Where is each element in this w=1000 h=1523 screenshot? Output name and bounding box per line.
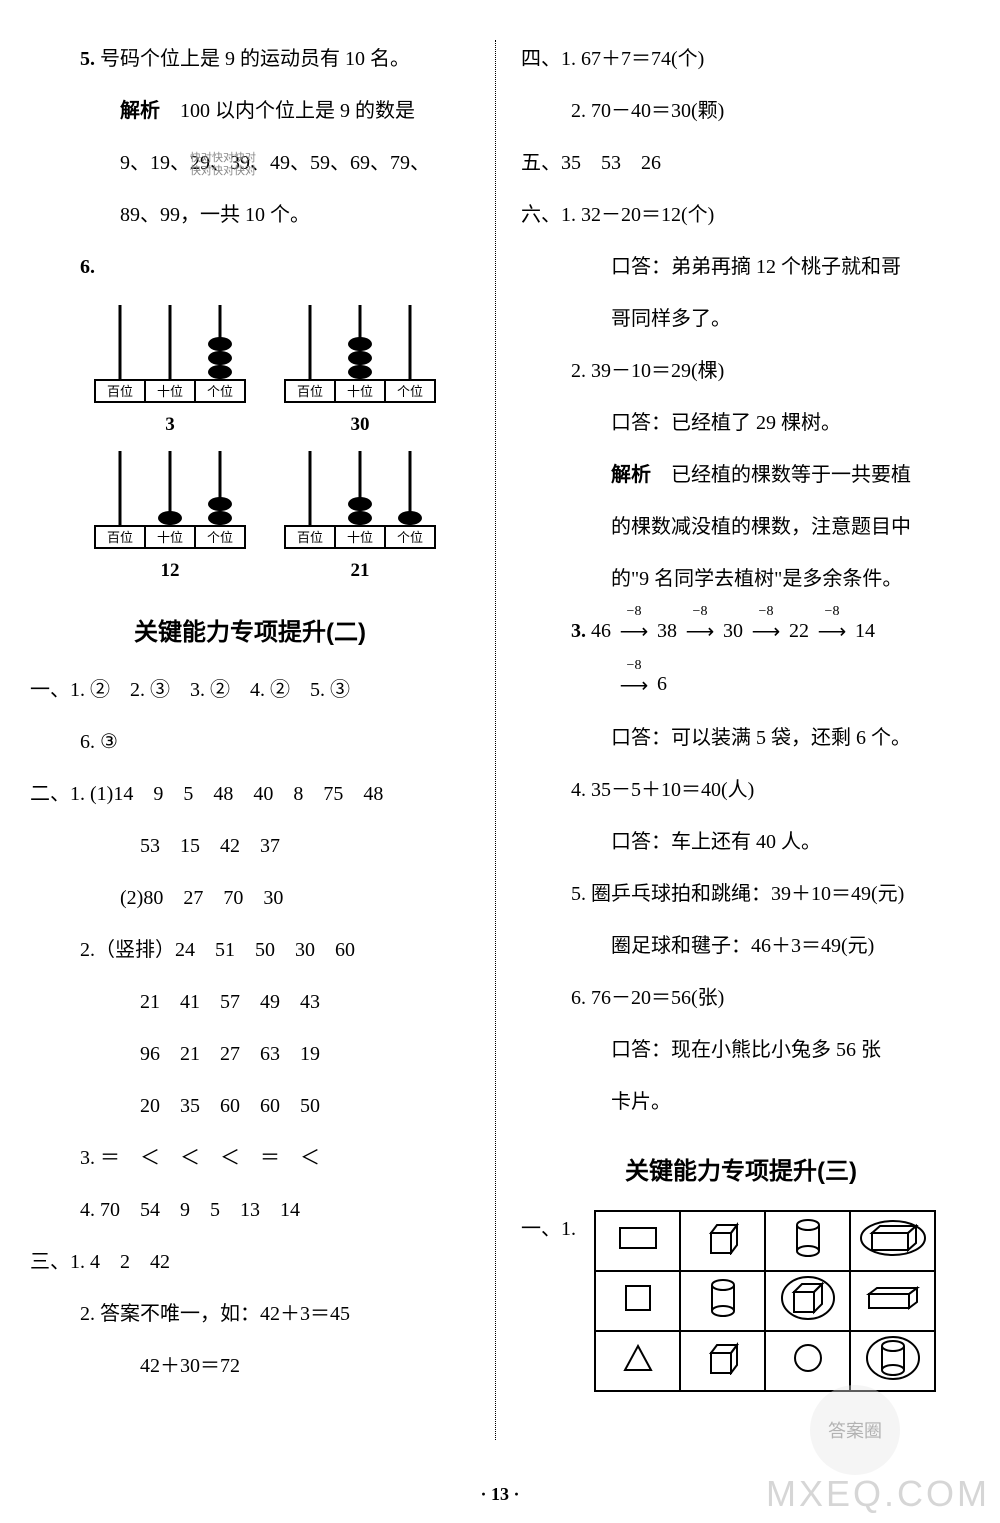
svg-text:十位: 十位 — [347, 384, 373, 399]
right-column: 四、1. 67＋7＝74(个) 2. 70－40＝30(颗) 五、35 53 2… — [501, 40, 961, 1430]
svg-text:十位: 十位 — [157, 384, 183, 399]
s6-r13: 口答：车上还有 40 人。 — [521, 823, 961, 861]
analysis-label-2: 解析 — [611, 464, 651, 486]
abacus-21: 百位十位个位21 — [280, 446, 440, 582]
s6-r12: 4. 35－5＋10＝40(人) — [521, 771, 961, 809]
svg-text:个位: 个位 — [207, 384, 233, 399]
q6-label: 6. — [30, 248, 470, 286]
s3-q1: 一、1. — [521, 1210, 576, 1248]
section-3-title: 关键能力专项提升(三) — [521, 1151, 961, 1186]
s6-r17: 口答：现在小熊比小兔多 56 张 — [521, 1031, 961, 1069]
s6-r4: 2. 39－10＝29(棵) — [521, 352, 961, 390]
svg-text:百位: 百位 — [107, 530, 133, 545]
s6-r1: 六、1. 32－20＝12(个) — [521, 196, 961, 234]
cell-cuboid-flat — [850, 1271, 935, 1331]
abacus-row-2: 百位十位个位12 百位十位个位21 — [90, 446, 470, 582]
cell-cube — [680, 1211, 765, 1271]
s1-r1: 一、1. ② 2. ③ 3. ② 4. ② 5. ③ — [30, 671, 470, 709]
shape-table — [594, 1210, 936, 1392]
cell-cylinder — [765, 1211, 850, 1271]
s2-r8: 3. ＝ ＜ ＜ ＜ ＝ ＜ — [30, 1139, 470, 1177]
cell-triangle — [595, 1331, 680, 1391]
s6-r14: 5. 圈乒乓球拍和跳绳：39＋10＝49(元) — [521, 875, 961, 913]
svg-text:个位: 个位 — [397, 384, 423, 399]
s4-r1: 四、1. 67＋7＝74(个) — [521, 40, 961, 78]
svg-text:百位: 百位 — [297, 384, 323, 399]
s6-r8: 的"9 名同学去植树"是多余条件。 — [521, 560, 961, 598]
svg-text:十位: 十位 — [347, 530, 373, 545]
svg-text:个位: 个位 — [207, 530, 233, 545]
wm-tl-1: 快对快对快对 — [190, 152, 256, 165]
svg-text:百位: 百位 — [107, 384, 133, 399]
wm-tl-2: 快对快对快对 — [190, 165, 256, 178]
table-row — [595, 1211, 935, 1271]
q5-text: 5. 号码个位上是 9 的运动员有 10 名。 — [30, 40, 470, 78]
s6-r6b: 已经植的棵数等于一共要植 — [671, 464, 911, 486]
abacus-row-1: 百位十位个位3 百位十位个位30 — [90, 300, 470, 436]
s6-r16: 6. 76－20＝56(张) — [521, 979, 961, 1017]
watermark-bubble: 答案圈 — [810, 1385, 900, 1475]
cell-cuboid-circled — [850, 1211, 935, 1271]
watermark-top-left: 快对快对快对 快对快对快对 — [190, 152, 256, 178]
q5-a1: 100 以内个位上是 9 的数是 — [180, 100, 415, 122]
s2-r9: 4. 70 54 9 5 13 14 — [30, 1191, 470, 1229]
abacus-30: 百位十位个位30 — [280, 300, 440, 436]
s6-r3: 哥同样多了。 — [521, 300, 961, 338]
s2-head: 二、1. (1)14 9 5 48 40 8 75 48 — [30, 775, 470, 813]
cell-square — [595, 1271, 680, 1331]
abacus-3: 百位十位个位3 — [90, 300, 250, 436]
s1-r2: 6. ③ — [30, 723, 470, 761]
s6-r18: 卡片。 — [521, 1083, 961, 1121]
svg-text:十位: 十位 — [157, 530, 183, 545]
s6-r2: 口答：弟弟再摘 12 个桃子就和哥 — [521, 248, 961, 286]
abacus-12: 百位十位个位12 — [90, 446, 250, 582]
s6-r5: 口答：已经植了 29 棵树。 — [521, 404, 961, 442]
s5: 五、35 53 26 — [521, 144, 961, 182]
cell-cylinder-circled — [850, 1331, 935, 1391]
q6-num: 6. — [80, 256, 95, 278]
analysis-label: 解析 — [120, 100, 160, 122]
left-column: 5. 号码个位上是 9 的运动员有 10 名。 解析 100 以内个位上是 9 … — [30, 40, 490, 1430]
section-2-title: 关键能力专项提升(二) — [30, 612, 470, 647]
q5-analysis: 解析 100 以内个位上是 9 的数是 — [30, 92, 470, 130]
q5-a3: 89、99，一共 10 个。 — [30, 196, 470, 234]
s6-r11: 口答：可以装满 5 袋，还剩 6 个。 — [521, 719, 961, 757]
s2-r4: 2.（竖排）24 51 50 30 60 — [30, 931, 470, 969]
s6-r10: −8 ⟶6 — [521, 665, 961, 704]
s2-r6: 96 21 27 63 19 — [30, 1035, 470, 1073]
cell-circle — [765, 1331, 850, 1391]
cell-cube-2 — [680, 1331, 765, 1391]
s2-r2: 53 15 42 37 — [30, 827, 470, 865]
s6-r6: 解析 已经植的棵数等于一共要植 — [521, 456, 961, 494]
svg-text:百位: 百位 — [297, 530, 323, 545]
s4-r2: 2. 70－40＝30(颗) — [521, 92, 961, 130]
s3-r1: 三、1. 4 2 42 — [30, 1243, 470, 1281]
column-divider — [495, 40, 496, 1440]
table-row — [595, 1331, 935, 1391]
cell-cylinder-2 — [680, 1271, 765, 1331]
s3-r2: 2. 答案不唯一，如：42＋3＝45 — [30, 1295, 470, 1333]
s3-r3: 42＋30＝72 — [30, 1347, 470, 1385]
svg-text:个位: 个位 — [397, 530, 423, 545]
s2-r5: 21 41 57 49 43 — [30, 983, 470, 1021]
q5-body: 号码个位上是 9 的运动员有 10 名。 — [100, 48, 410, 70]
watermark-bottom-right: MXEQ.COM — [766, 1473, 990, 1515]
s2-r3: (2)80 27 70 30 — [30, 879, 470, 917]
s2-r7: 20 35 60 60 50 — [30, 1087, 470, 1125]
cell-rect-2d — [595, 1211, 680, 1271]
s6-r15: 圈足球和毽子：46＋3＝49(元) — [521, 927, 961, 965]
cell-cube-circled — [765, 1271, 850, 1331]
table-row — [595, 1271, 935, 1331]
s6-r9: 3. 46 −8 ⟶38 −8 ⟶30 −8 ⟶22 −8 ⟶14 — [521, 612, 961, 651]
s6-r7: 的棵数减没植的棵数，注意题目中 — [521, 508, 961, 546]
